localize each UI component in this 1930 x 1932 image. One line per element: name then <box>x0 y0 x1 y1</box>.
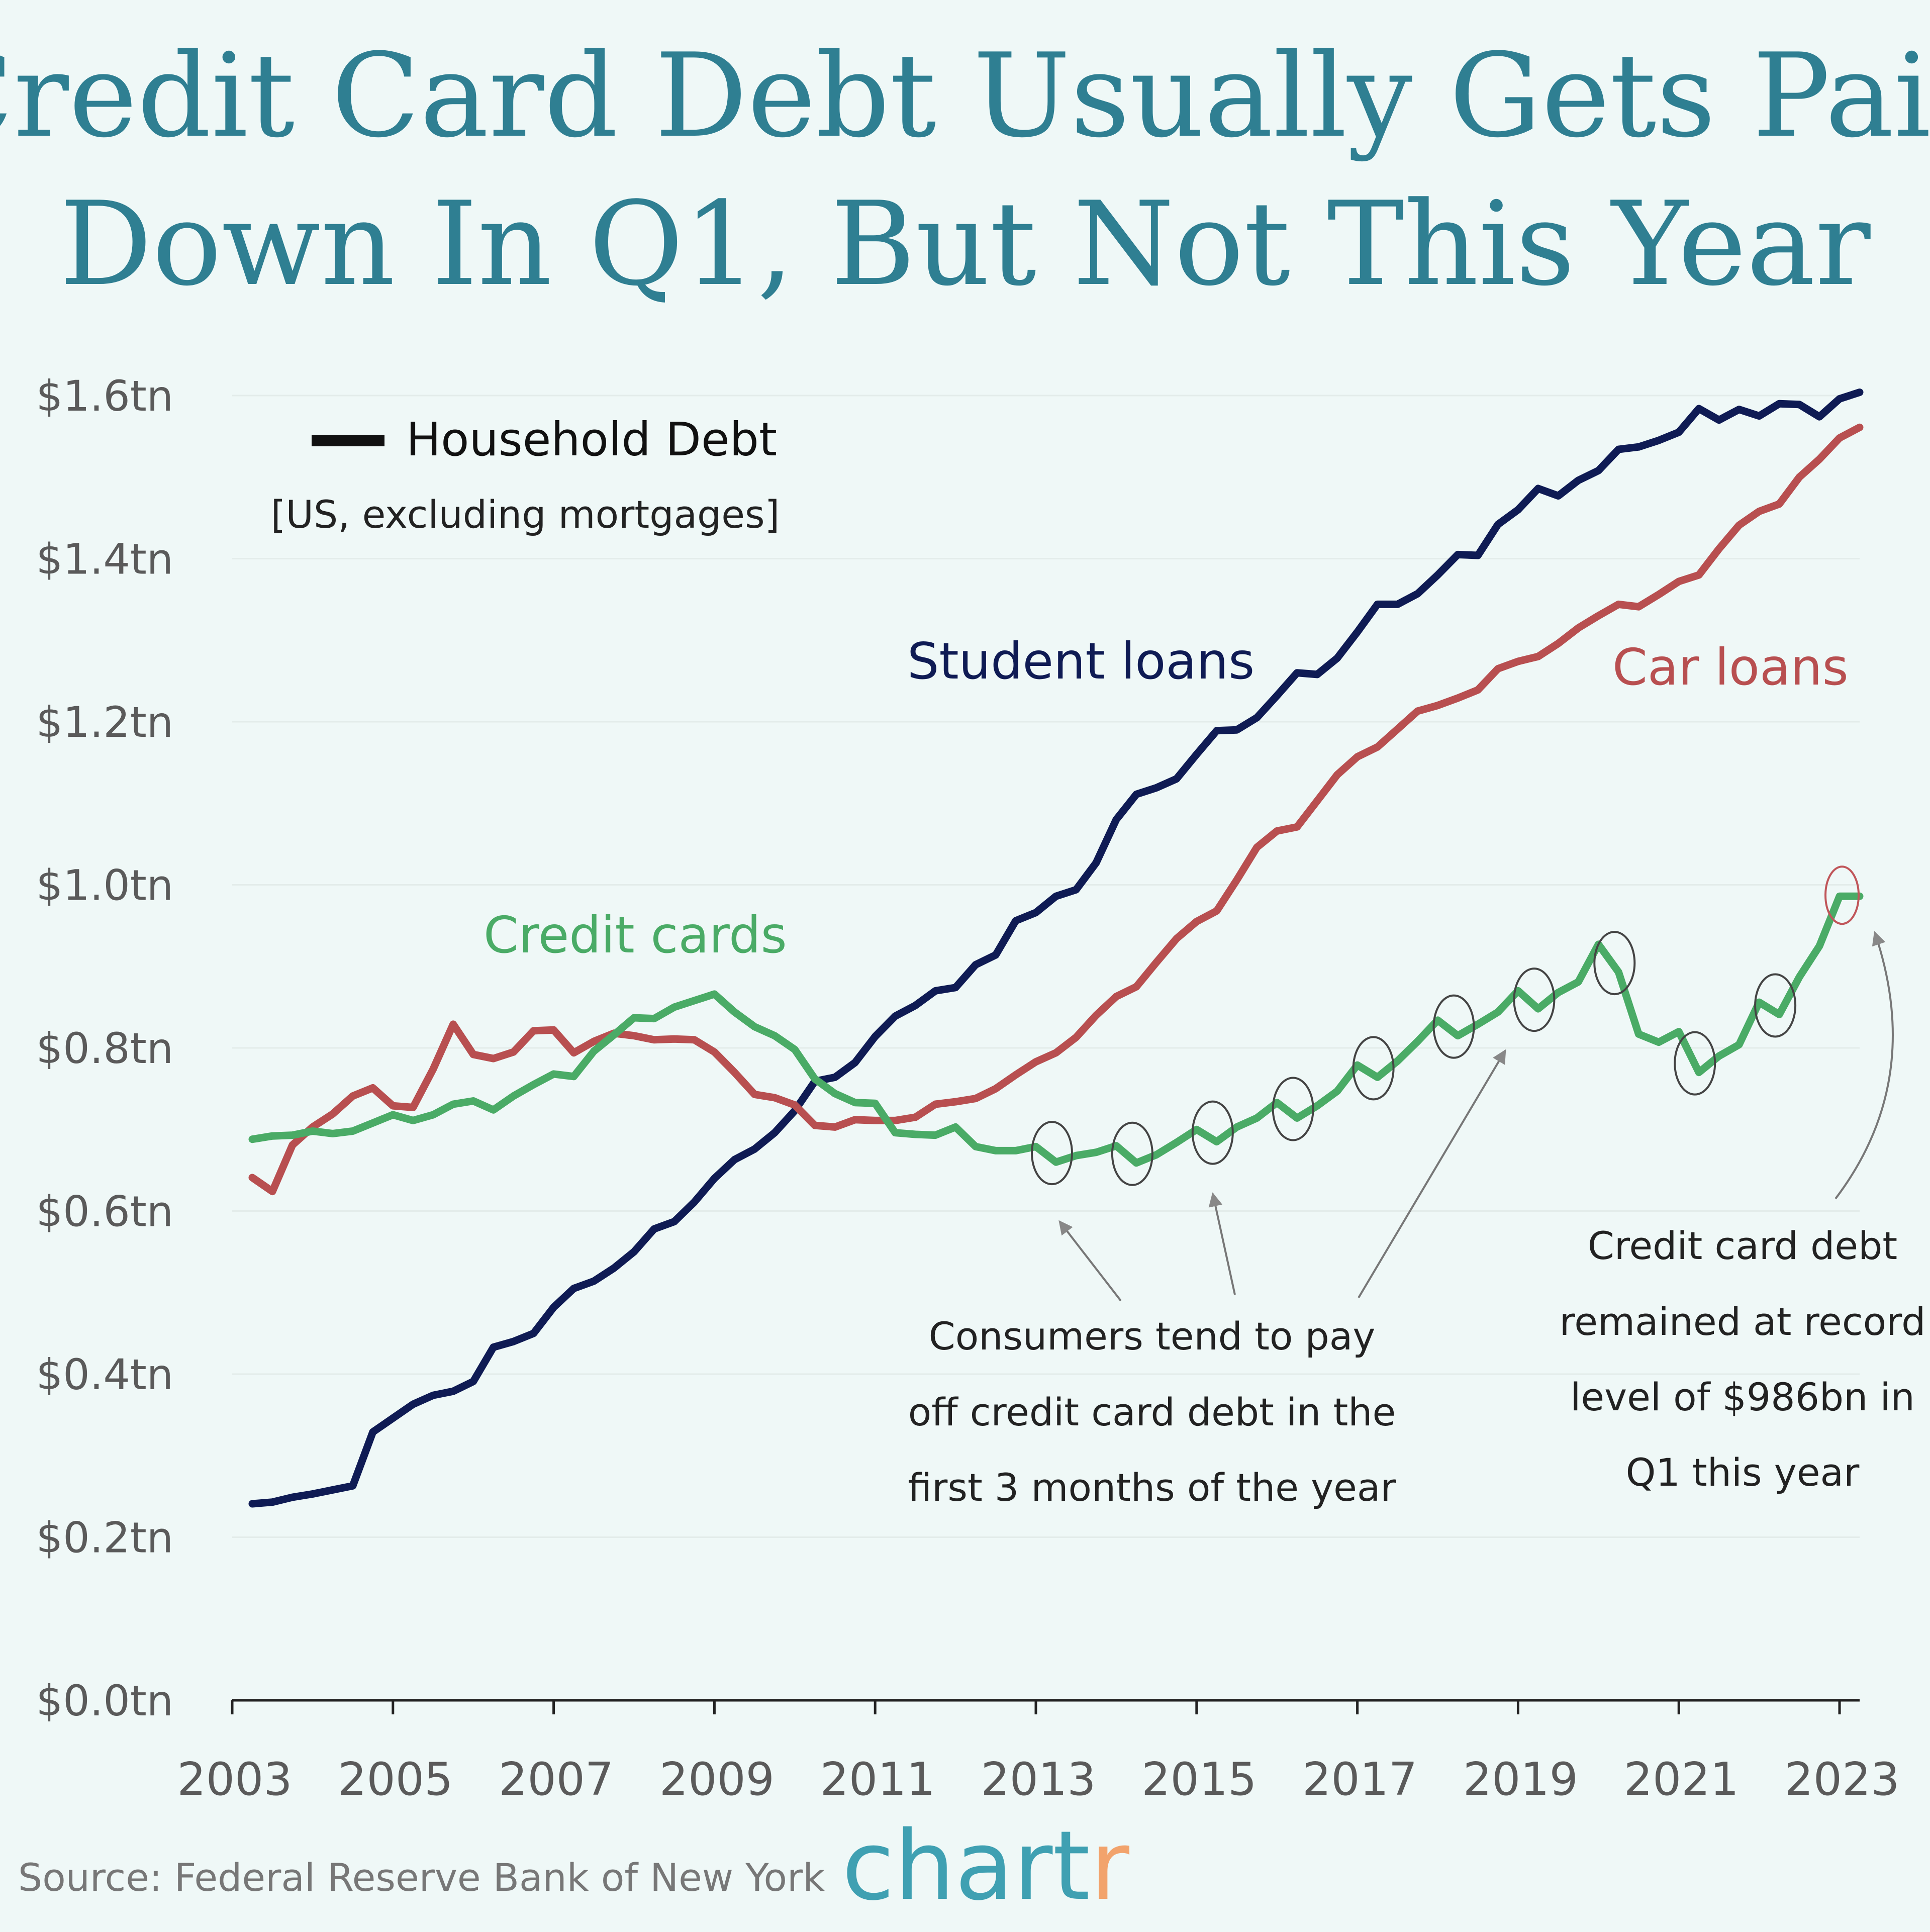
x-tick-label: 2007 <box>499 1753 614 1806</box>
arrow-2015 <box>1208 1192 1236 1295</box>
x-tick-label: 2011 <box>820 1753 935 1806</box>
y-tick-label: $1.2tn <box>36 698 173 747</box>
annotation-circle <box>1754 973 1797 1038</box>
y-tick-label: $1.6tn <box>36 371 173 421</box>
series-layer <box>248 389 1864 1508</box>
y-tick-label: $1.4tn <box>36 535 173 584</box>
x-tick-label: 2015 <box>1141 1753 1257 1806</box>
series-labels: Student loans Car loans Credit cards <box>484 632 1849 964</box>
arrow-2019 <box>1358 1049 1506 1299</box>
brand-logo-accent: r <box>1090 1810 1130 1921</box>
annotation-record-line-4: Q1 this year <box>1626 1450 1860 1495</box>
annotation-record: Credit card debt remained at record leve… <box>1560 1223 1926 1495</box>
annotation-circle <box>1674 1031 1716 1096</box>
highlight-circle <box>1824 865 1860 925</box>
legend-swatch <box>312 435 384 446</box>
legend-subtitle: [US, excluding mortgages] <box>271 492 780 537</box>
annotation-circle <box>1593 931 1636 996</box>
series-label-car-loans: Car loans <box>1612 638 1849 697</box>
arrow-2013 <box>1058 1220 1122 1302</box>
grid-layer <box>232 395 1860 1538</box>
x-tick-label: 2009 <box>659 1753 775 1806</box>
y-tick-label: $0.6tn <box>36 1187 173 1236</box>
arrow-record <box>1835 931 1894 1200</box>
annotation-record-line-1: Credit card debt <box>1588 1223 1897 1268</box>
annotation-pay-off-line-1: Consumers tend to pay <box>929 1314 1376 1359</box>
annotation-circle <box>1352 1036 1395 1101</box>
x-tick-label: 2021 <box>1624 1753 1739 1806</box>
legend-title: Household Debt <box>406 413 777 466</box>
series-line-student-loans <box>248 389 1864 1508</box>
series-label-student-loans: Student loans <box>907 632 1254 691</box>
annotation-pay-off: Consumers tend to pay off credit card de… <box>908 1314 1396 1510</box>
chart-title-line-1: Credit Card Debt Usually Gets Paid <box>0 29 1930 163</box>
annotation-circle <box>1191 1100 1234 1165</box>
y-tick-label: $0.2tn <box>36 1513 173 1563</box>
annotation-record-line-2: remained at record <box>1560 1299 1926 1344</box>
annotation-pay-off-line-3: first 3 months of the year <box>908 1465 1396 1510</box>
annotation-arrows <box>1058 931 1894 1302</box>
brand-logo-main: chart <box>842 1810 1090 1921</box>
annotation-circle <box>1513 968 1556 1032</box>
x-tick-label: 2005 <box>338 1753 453 1806</box>
series-line-credit-cards <box>248 892 1864 1167</box>
annotation-circle <box>1432 994 1475 1059</box>
annotation-circle <box>1272 1077 1314 1141</box>
series-label-credit-cards: Credit cards <box>484 906 787 964</box>
x-tick-label: 2019 <box>1463 1753 1578 1806</box>
annotation-circle <box>1111 1121 1153 1186</box>
y-axis-ticks: $0.0tn $0.2tn $0.4tn $0.6tn $0.8tn $1.0tn $1.2… <box>36 371 173 1725</box>
chart-title-line-2: Down In Q1, But Not This Year <box>59 177 1870 312</box>
x-tick-label: 2017 <box>1302 1753 1417 1806</box>
annotation-circles <box>1030 865 1860 1186</box>
x-tick-label: 2013 <box>981 1753 1096 1806</box>
legend: Household Debt [US, excluding mortgages] <box>271 413 780 537</box>
source-note: Source: Federal Reserve Bank of New York <box>18 1855 825 1900</box>
x-tick-label: 2003 <box>177 1753 292 1806</box>
y-tick-label: $0.4tn <box>36 1350 173 1399</box>
chart-title: Credit Card Debt Usually Gets Paid Down … <box>0 29 1930 312</box>
annotation-record-line-3: level of $986bn in <box>1570 1375 1915 1419</box>
brand-logo: chartr <box>842 1810 1130 1921</box>
annotation-pay-off-line-2: off credit card debt in the <box>908 1390 1396 1434</box>
series-line-car-loans <box>248 423 1864 1196</box>
y-tick-label: $1.0tn <box>36 861 173 910</box>
annotation-circle <box>1030 1121 1073 1186</box>
y-tick-label: $0.0tn <box>36 1676 173 1725</box>
y-tick-label: $0.8tn <box>36 1024 173 1073</box>
x-tick-label: 2023 <box>1785 1753 1900 1806</box>
x-axis: 2003 2005 2007 2009 2011 2013 2015 2017 2019 2021… <box>177 1699 1900 1806</box>
